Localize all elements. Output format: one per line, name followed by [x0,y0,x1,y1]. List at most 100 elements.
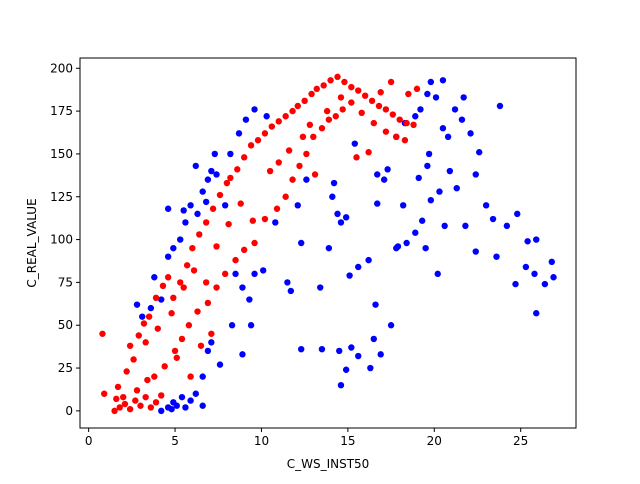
data-point-series-1-68 [413,85,421,93]
data-point-series-0-34 [202,198,210,206]
data-point-series-1-70 [249,217,257,224]
data-point-series-0-70 [372,301,379,308]
data-point-series-1-11 [101,390,108,397]
data-point-series-0-79 [434,270,441,278]
data-point-series-0-26 [235,130,243,137]
data-point-series-0-3 [173,402,180,409]
data-point-series-0-90 [451,106,459,113]
x-tick-label: 0 [85,434,93,448]
data-point-series-0-105 [531,270,538,278]
data-point-series-1-55 [327,77,334,84]
y-tick-label: 100 [50,233,73,247]
data-point-series-0-97 [514,210,521,218]
data-point-series-0-74 [365,256,372,264]
data-point-series-0-110 [415,174,422,182]
data-point-series-1-71 [261,215,269,223]
data-point-series-1-106 [120,393,127,401]
data-point-series-0-122 [496,102,504,110]
data-point-series-0-64 [355,352,362,360]
data-point-series-1-85 [382,128,390,135]
data-point-series-1-21 [170,294,177,302]
data-point-series-1-2 [121,400,129,408]
data-point-series-1-111 [275,159,282,166]
data-point-series-1-38 [225,220,232,228]
data-point-series-0-24 [213,171,220,178]
data-point-series-0-53 [303,176,310,183]
x-tick-label: 20 [427,434,442,448]
data-point-series-1-107 [133,387,141,394]
y-axis: 0 25 50 75 100 125 150 175 200 [50,61,80,418]
data-point-series-1-67 [410,121,417,129]
data-point-series-0-94 [482,202,490,209]
data-point-series-1-6 [142,393,149,401]
data-point-series-1-0 [111,407,118,415]
data-point-series-1-102 [173,354,180,361]
data-point-series-1-35 [190,267,198,274]
data-point-series-0-40 [199,373,206,380]
y-tick-label: 0 [65,404,73,418]
data-point-series-0-69 [370,335,377,343]
data-point-series-0-36 [232,270,239,278]
data-point-series-0-12 [147,304,155,312]
data-point-series-1-64 [389,111,397,118]
data-point-series-0-86 [424,90,431,98]
data-point-series-1-66 [403,119,410,127]
data-point-series-0-45 [239,351,246,358]
data-point-series-0-99 [533,236,540,243]
data-point-series-0-23 [208,167,215,175]
data-point-series-1-104 [197,342,205,349]
data-point-series-1-18 [152,294,160,302]
data-point-series-0-4 [178,393,186,401]
x-axis: 0 5 10 15 20 25 [85,428,528,448]
data-point-series-0-72 [346,272,353,279]
data-point-series-0-33 [211,150,218,158]
data-point-series-1-56 [334,73,341,81]
data-point-series-1-93 [194,308,201,315]
data-point-series-1-92 [185,322,193,329]
y-tick-label: 125 [50,190,73,204]
data-point-series-0-77 [412,229,419,236]
data-point-series-1-22 [177,279,184,286]
data-point-series-1-109 [113,395,120,403]
data-point-series-0-21 [199,188,206,195]
data-point-series-1-20 [164,274,172,281]
x-tick-label: 25 [513,434,528,448]
data-point-series-0-129 [330,179,338,187]
data-point-series-0-58 [337,219,345,226]
data-point-series-0-10 [133,301,141,308]
data-point-series-1-25 [196,231,203,238]
plot-frame [79,57,577,429]
data-point-series-1-84 [370,119,377,127]
data-point-series-1-16 [140,320,148,327]
data-point-series-1-63 [382,106,390,113]
data-point-series-0-80 [374,200,381,207]
data-point-series-1-98 [240,246,248,254]
data-point-series-1-39 [237,200,244,207]
data-point-series-0-121 [439,77,447,84]
data-point-series-0-41 [204,347,212,355]
data-point-series-1-52 [308,90,315,98]
y-axis-label: C_REAL_VALUE [25,198,39,287]
data-point-series-1-51 [301,97,308,105]
data-point-series-1-15 [135,332,142,339]
data-point-series-1-27 [209,205,217,212]
data-point-series-0-54 [317,284,324,291]
data-point-series-1-99 [251,239,258,247]
data-point-series-1-114 [306,121,314,129]
data-point-series-1-90 [171,347,179,355]
data-point-series-1-33 [168,310,175,317]
data-point-series-1-77 [310,133,317,140]
data-point-series-0-125 [427,196,435,204]
data-point-series-1-83 [358,109,365,117]
y-tick-label: 175 [50,104,73,118]
data-point-series-1-75 [296,162,303,170]
data-point-series-0-56 [329,193,336,200]
data-point-series-0-124 [441,222,448,230]
data-point-series-0-52 [298,239,305,247]
data-point-series-1-36 [202,279,210,286]
data-point-series-1-42 [240,154,248,161]
data-point-series-0-6 [187,397,194,404]
data-point-series-1-59 [355,87,362,94]
